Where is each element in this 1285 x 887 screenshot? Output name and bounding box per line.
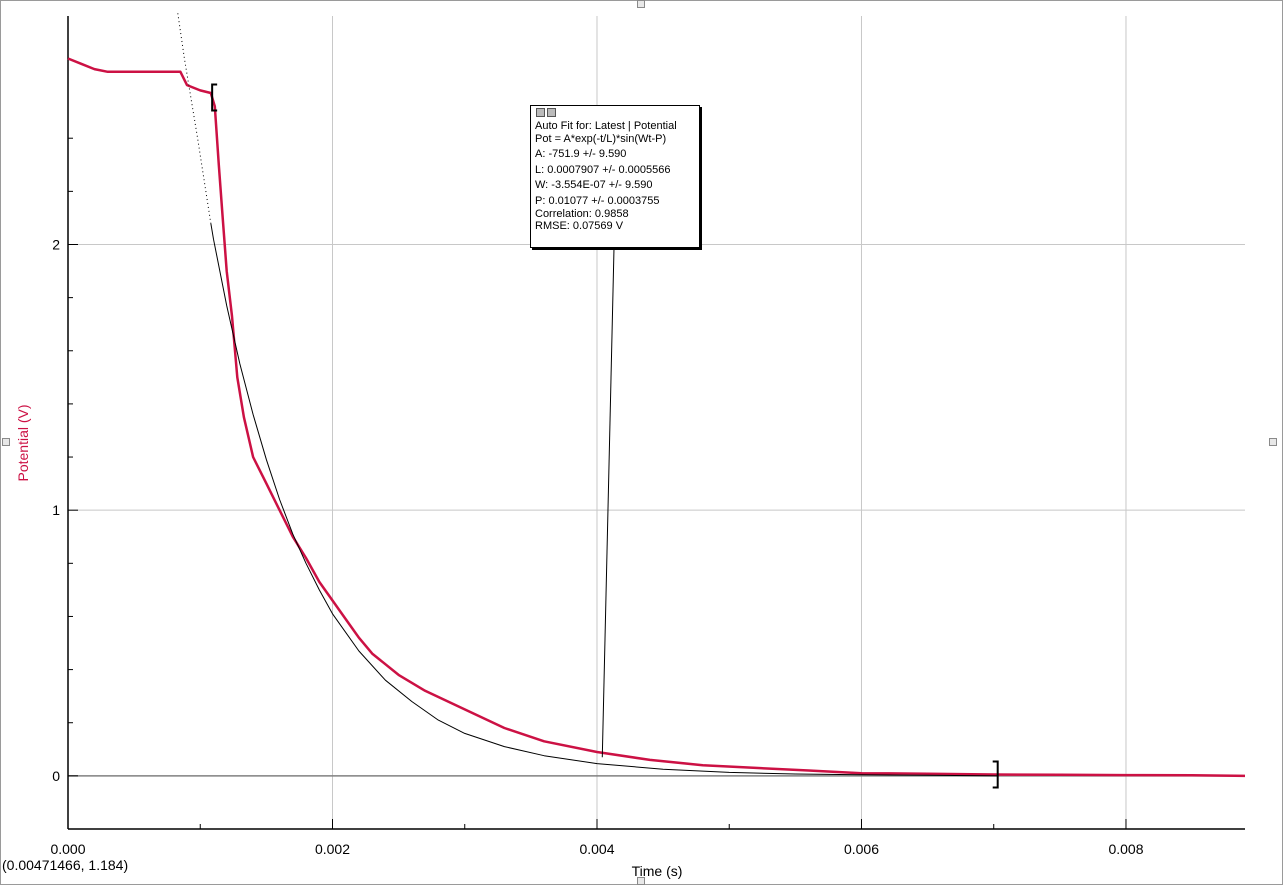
fit-param-p: P: 0.01077 +/- 0.0003755 <box>535 194 660 207</box>
fit-param-l: L: 0.0007907 +/- 0.0005566 <box>535 163 671 176</box>
resize-handle-left[interactable] <box>2 438 10 446</box>
cursor-coordinate-readout: (0.00471466, 1.184) <box>2 857 129 873</box>
annotation-controls <box>535 106 699 120</box>
x-axis-label: Time (s) <box>632 863 683 879</box>
series-layer <box>67 13 1246 778</box>
fit-range-end-bracket[interactable] <box>992 760 999 789</box>
x-tick-label: 0.006 <box>844 841 879 857</box>
fit-range-start-bracket[interactable] <box>211 83 218 112</box>
resize-handle-bottom[interactable] <box>637 877 645 885</box>
y-tick-label: 2 <box>52 236 60 252</box>
x-tick-label: 0.004 <box>579 841 614 857</box>
curve-fit-annotation[interactable]: Auto Fit for: Latest | Potential Pot = A… <box>530 105 700 248</box>
fit-range-brackets[interactable] <box>211 83 999 789</box>
axes <box>67 16 1245 830</box>
tick-labels: 0.000 0.002 0.004 0.006 0.008 0 1 2 <box>50 236 1143 857</box>
annotation-leader-line <box>601 247 615 758</box>
close-icon[interactable] <box>536 108 545 117</box>
resize-handle-top[interactable] <box>637 0 645 8</box>
axis-ticks <box>67 137 1127 829</box>
fit-curve-extension <box>177 13 212 224</box>
x-tick-label: 0.008 <box>1108 841 1143 857</box>
y-tick-label: 1 <box>52 502 60 518</box>
fit-curve <box>210 223 998 777</box>
x-tick-label: 0.000 <box>50 841 85 857</box>
x-tick-label: 0.002 <box>315 841 350 857</box>
fit-rmse: RMSE: 0.07569 V <box>535 220 624 233</box>
fit-correlation: Correlation: 0.9858 <box>535 207 629 220</box>
y-tick-label: 0 <box>52 768 60 784</box>
options-icon[interactable] <box>547 108 556 117</box>
fit-equation: Pot = A*exp(-t/L)*sin(Wt-P) <box>535 132 667 145</box>
resize-handle-right[interactable] <box>1269 438 1277 446</box>
fit-param-a: A: -751.9 +/- 9.590 <box>535 148 627 161</box>
annotation-leader <box>601 247 615 758</box>
fit-param-w: W: -3.554E-07 +/- 9.590 <box>535 179 653 192</box>
series-potential <box>67 57 1246 778</box>
y-axis-label: Potential (V) <box>15 404 31 481</box>
fit-title: Auto Fit for: Latest | Potential <box>535 120 677 132</box>
